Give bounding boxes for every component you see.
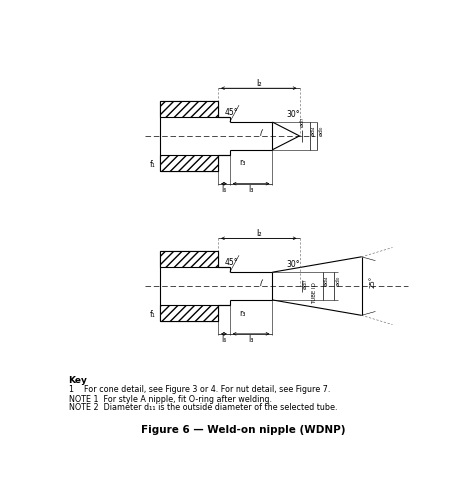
Text: r₃: r₃: [239, 159, 246, 167]
Polygon shape: [160, 251, 218, 267]
Text: l₆: l₆: [221, 185, 227, 193]
Text: ød₄: ød₄: [310, 125, 315, 136]
Text: 45°: 45°: [225, 109, 238, 117]
Text: ød₄: ød₄: [324, 275, 328, 286]
Text: NOTE 2  Diameter d₁₁ is the outside diameter of the selected tube.: NOTE 2 Diameter d₁₁ is the outside diame…: [69, 403, 337, 412]
Text: NOTE 1  For style A nipple, fit O-ring after welding.: NOTE 1 For style A nipple, fit O-ring af…: [69, 395, 272, 405]
Text: l₆: l₆: [221, 335, 227, 344]
Text: f₁: f₁: [150, 310, 155, 319]
Text: r₃: r₃: [239, 308, 246, 318]
Text: f₁: f₁: [150, 160, 155, 169]
Text: l₃: l₃: [248, 185, 254, 193]
Polygon shape: [160, 101, 218, 117]
Text: 30°: 30°: [286, 110, 300, 119]
Text: 1    For cone detail, see Figure 3 or 4. For nut detail, see Figure 7.: 1 For cone detail, see Figure 3 or 4. Fo…: [69, 384, 330, 394]
Text: ød₀: ød₀: [335, 275, 340, 286]
Text: Key: Key: [69, 376, 87, 385]
Polygon shape: [160, 305, 218, 321]
Text: ød₀: ød₀: [318, 125, 323, 136]
Text: l₂: l₂: [256, 229, 262, 238]
Polygon shape: [160, 155, 218, 170]
Text: TUBE ID: TUBE ID: [312, 282, 317, 304]
Text: l₃: l₃: [248, 335, 254, 344]
Text: Figure 6 — Weld-on nipple (WDNP): Figure 6 — Weld-on nipple (WDNP): [141, 425, 345, 435]
Text: l₂: l₂: [256, 79, 262, 88]
Text: 30°: 30°: [286, 260, 300, 269]
Text: ød₇: ød₇: [302, 278, 308, 289]
Text: 45°: 45°: [225, 258, 238, 268]
Text: ød₇: ød₇: [299, 116, 304, 127]
Text: 25°: 25°: [369, 276, 375, 288]
